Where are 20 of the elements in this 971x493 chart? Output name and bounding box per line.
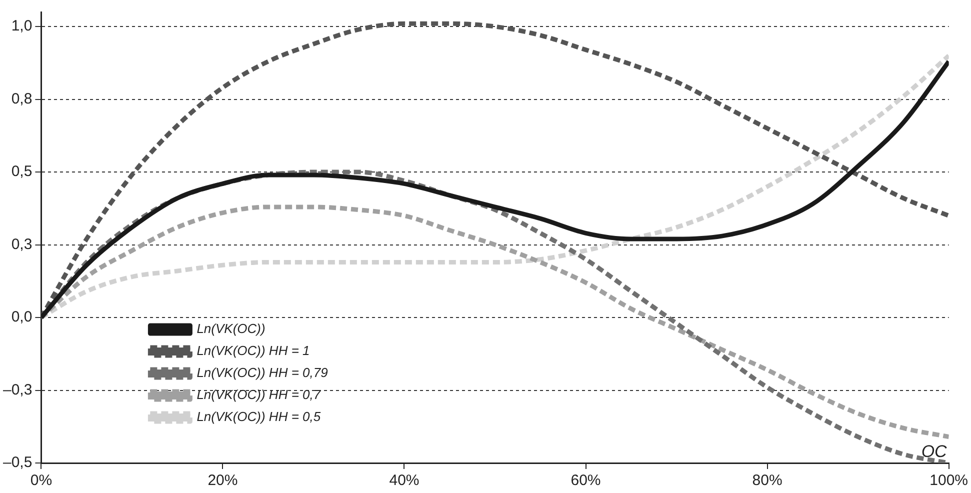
x-tick-label: 40%: [389, 472, 420, 490]
x-tick-label: 60%: [570, 472, 601, 490]
y-tick-label: 0,8: [11, 90, 32, 108]
legend-label: Ln(VK(OC)) HH = 0,79: [196, 365, 328, 380]
legend-label: Ln(VK(OC)): [196, 321, 266, 336]
y-tick-label: –0,5: [2, 454, 32, 472]
line-series: [41, 204, 949, 440]
y-tick-label: 0,3: [11, 236, 32, 253]
x-tick-label: 80%: [752, 472, 782, 490]
legend-label: Ln(VK(OC)) HH = 1: [196, 343, 310, 358]
y-tick-label: 1,0: [11, 18, 32, 35]
y-tick-label: –0,3: [2, 381, 32, 398]
legend-label: Ln(VK(OC)) HH = 0,7: [196, 387, 322, 402]
x-tick-label: 0%: [30, 472, 52, 490]
x-tick-label: 100%: [930, 472, 968, 490]
x-tick-label: 20%: [208, 472, 238, 490]
y-tick-label: 0,0: [11, 308, 32, 326]
legend-label: Ln(VK(OC)) HH = 0,5: [196, 409, 322, 424]
y-tick-label: 0,5: [11, 163, 32, 180]
x-axis-title: OC: [921, 442, 948, 462]
